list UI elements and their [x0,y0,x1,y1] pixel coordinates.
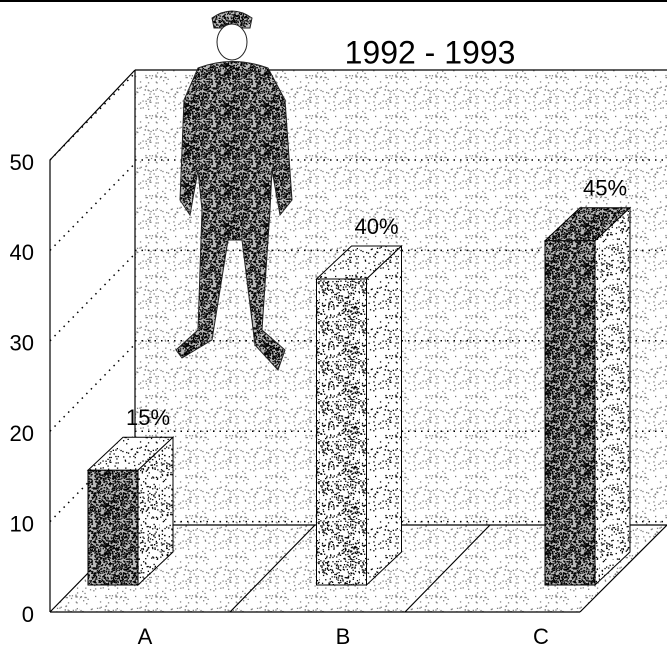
bar-front [316,278,367,586]
floor-divider [229,524,316,613]
value-label: 15% [126,405,170,430]
value-label: 40% [354,214,398,239]
bar [315,244,403,587]
chart-title: 1992 - 1993 [345,34,516,70]
y-tick-label: 20 [10,421,34,446]
y-tick-label: 50 [10,150,34,175]
bar [543,206,632,587]
floor-divider [579,524,667,613]
bar [86,436,175,587]
x-tick-label: A [138,624,153,649]
officer-illustration [175,10,293,371]
floor-divider [404,524,491,613]
bar-front [544,240,596,586]
y-tick-label: 30 [10,331,34,356]
top-border [0,0,667,2]
grid-line [49,162,136,251]
grid-line [49,434,136,523]
y-tick-label: 40 [10,240,34,265]
grid-line [49,343,136,432]
grid-line [49,72,136,161]
bar-side [366,244,402,587]
y-tick-label: 0 [22,602,34,627]
bar-front [87,469,139,586]
value-label: 45% [583,176,627,201]
bar-side [594,206,631,587]
grid-line [49,253,136,342]
y-tick-label: 10 [10,511,34,536]
x-tick-label: B [336,624,351,649]
x-tick-label: C [533,624,549,649]
